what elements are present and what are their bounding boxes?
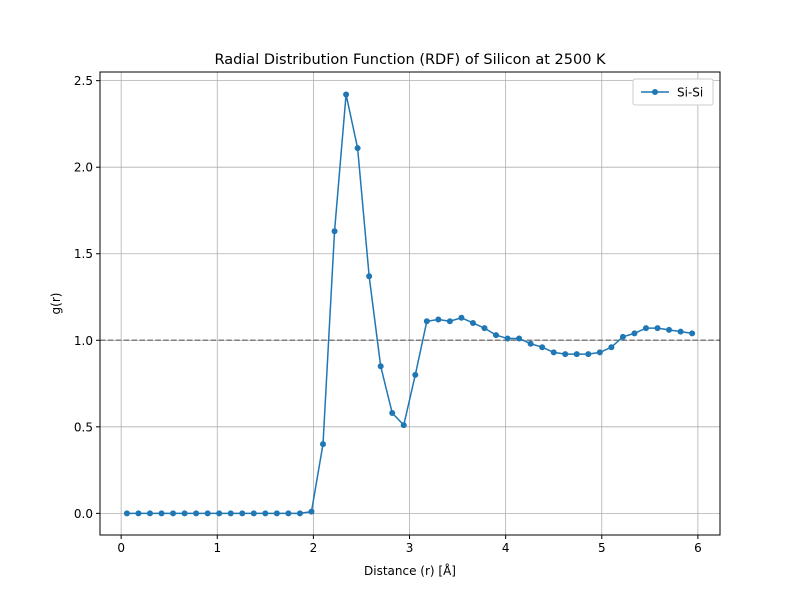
data-point: [216, 510, 223, 517]
x-tick-label: 2: [310, 541, 318, 555]
data-point: [504, 335, 511, 342]
data-point: [400, 422, 407, 429]
data-point: [666, 326, 673, 333]
data-point: [458, 314, 465, 321]
data-point: [193, 510, 200, 517]
data-point: [170, 510, 177, 517]
data-point: [527, 340, 534, 347]
data-point: [146, 510, 153, 517]
data-point: [435, 316, 442, 323]
y-axis-ticks: 0.0 0.5 1.0 1.5 2.0 2.5: [74, 74, 100, 521]
data-point: [262, 510, 269, 517]
y-tick-label: 1.5: [74, 247, 93, 261]
data-point: [227, 510, 234, 517]
x-tick-label: 0: [117, 541, 125, 555]
data-point: [204, 510, 211, 517]
legend-marker: [652, 89, 658, 95]
data-point: [366, 273, 373, 280]
chart-title: Radial Distribution Function (RDF) of Si…: [214, 52, 606, 68]
data-point: [250, 510, 257, 517]
y-tick-label: 0.0: [74, 507, 93, 521]
data-point: [446, 318, 453, 325]
data-point: [135, 510, 142, 517]
data-point: [285, 510, 292, 517]
data-point: [689, 330, 696, 337]
data-point: [573, 351, 580, 358]
x-tick-label: 6: [694, 541, 702, 555]
y-tick-label: 2.0: [74, 161, 93, 175]
data-point: [654, 325, 661, 332]
data-point: [273, 510, 280, 517]
data-point: [631, 330, 638, 337]
x-tick-label: 4: [502, 541, 510, 555]
data-point: [608, 344, 615, 351]
y-axis-label: g(r): [49, 293, 63, 315]
x-tick-label: 5: [598, 541, 606, 555]
data-point: [539, 344, 546, 351]
data-point: [550, 349, 557, 356]
legend: Si-Si: [632, 78, 714, 106]
data-point: [343, 91, 350, 98]
data-point: [677, 328, 684, 335]
data-point: [596, 349, 603, 356]
data-point: [308, 508, 315, 515]
data-point: [123, 510, 130, 517]
data-point: [389, 409, 396, 416]
y-tick-label: 2.5: [74, 74, 93, 88]
data-point: [469, 319, 476, 326]
legend-label: Si-Si: [677, 86, 703, 100]
data-point: [481, 325, 488, 332]
data-point: [412, 371, 419, 378]
data-point: [493, 332, 500, 339]
x-tick-label: 3: [406, 541, 414, 555]
data-point: [158, 510, 165, 517]
y-tick-label: 0.5: [74, 420, 93, 434]
data-point: [296, 510, 303, 517]
data-point: [562, 351, 569, 358]
series-layer: [123, 91, 696, 517]
data-point: [354, 145, 361, 152]
data-point: [642, 325, 649, 332]
data-point: [516, 335, 523, 342]
y-tick-label: 1.0: [74, 334, 93, 348]
x-axis-ticks: 0 1 2 3 4 5 6: [117, 535, 702, 555]
data-point: [331, 228, 338, 235]
data-point: [585, 351, 592, 358]
x-tick-label: 1: [213, 541, 221, 555]
x-axis-label: Distance (r) [Å]: [364, 563, 456, 578]
data-point: [619, 333, 626, 340]
data-point: [377, 363, 384, 370]
data-point: [181, 510, 188, 517]
plot-area: [100, 72, 720, 535]
data-point: [423, 318, 430, 325]
data-point: [320, 441, 327, 448]
legend-box: [632, 78, 714, 106]
data-point: [239, 510, 246, 517]
